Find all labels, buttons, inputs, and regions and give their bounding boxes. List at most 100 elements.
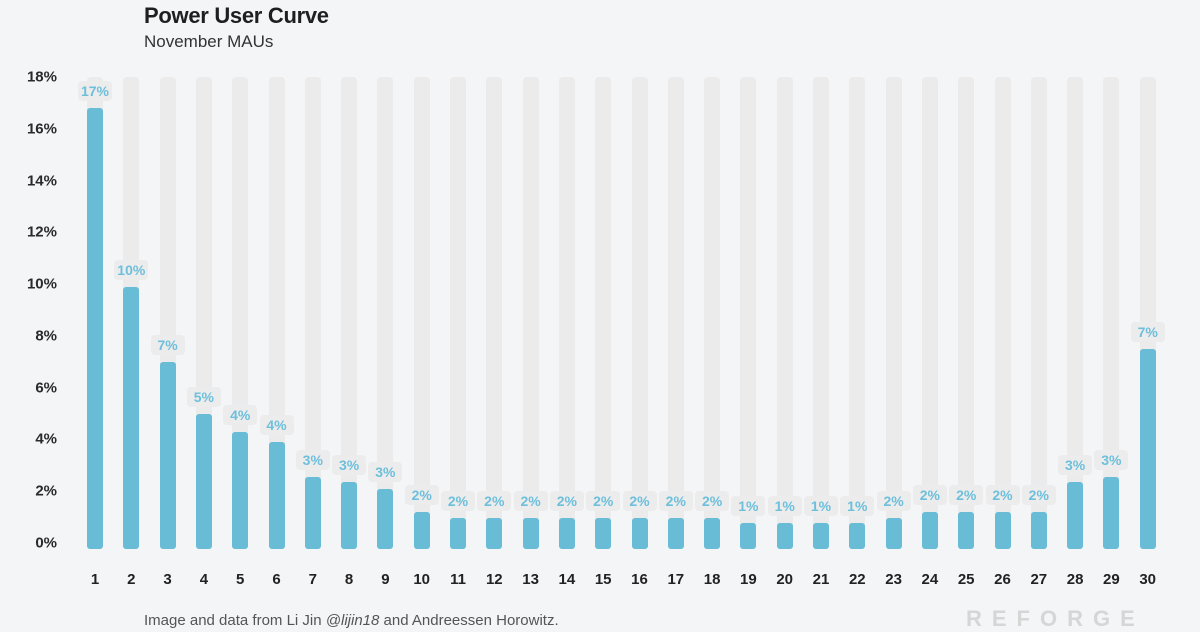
x-tick-label: 12 (485, 571, 503, 588)
bar-track (486, 77, 503, 549)
x-tick-label: 13 (522, 571, 539, 588)
y-tick-label: 4% (35, 430, 57, 448)
data-label: 3% (295, 449, 330, 470)
bar-track (885, 77, 902, 549)
data-label: 3% (368, 461, 403, 482)
data-label: 1% (804, 496, 838, 517)
data-label: 2% (876, 490, 911, 511)
bar-day-9[interactable] (377, 488, 394, 549)
y-tick-label: 18% (26, 68, 57, 86)
bar-day-28[interactable] (1067, 482, 1084, 549)
source-prefix: Image and data from Li Jin (144, 612, 326, 629)
bar-day-26[interactable] (994, 511, 1011, 549)
bar-day-17[interactable] (667, 517, 684, 549)
bar-day-20[interactable] (776, 523, 793, 549)
y-tick-label: 0% (35, 534, 57, 552)
bar-track (921, 77, 938, 549)
bar-track (1103, 77, 1120, 549)
x-tick-label: 17 (667, 571, 685, 588)
x-tick-label: 26 (994, 571, 1011, 588)
bar-track (849, 77, 866, 549)
bar-day-23[interactable] (885, 517, 902, 549)
x-tick-label: 4 (199, 571, 209, 588)
bar-track (522, 77, 539, 549)
bar-track (958, 77, 975, 549)
x-tick-label: 10 (413, 571, 431, 588)
data-label: 2% (622, 490, 657, 511)
chart-subtitle: November MAUs (144, 32, 274, 51)
x-tick-label: 24 (921, 571, 939, 588)
bar-day-18[interactable] (704, 517, 721, 549)
y-tick-label: 8% (35, 327, 57, 345)
x-tick-label: 16 (631, 571, 648, 588)
bar-day-22[interactable] (849, 523, 866, 549)
bar-track (631, 77, 648, 549)
x-tick-label: 11 (450, 571, 466, 588)
x-tick-label: 27 (1030, 571, 1048, 588)
x-tick-label: 3 (163, 571, 172, 588)
data-label: 1% (731, 496, 766, 517)
x-tick-label: 7 (308, 571, 317, 588)
bar-track (704, 77, 721, 549)
y-tick-label: 12% (26, 223, 57, 241)
bar-day-29[interactable] (1103, 476, 1120, 549)
bar-track (1067, 77, 1084, 549)
x-tick-label: 19 (740, 571, 757, 588)
bar-day-19[interactable] (740, 523, 757, 549)
bar-day-24[interactable] (921, 511, 938, 549)
bar-track (994, 77, 1011, 549)
x-tick-label: 20 (776, 571, 794, 588)
bar-day-3[interactable] (159, 361, 176, 549)
bar-day-2[interactable] (123, 286, 140, 549)
data-label: 1% (840, 496, 875, 517)
data-label: 2% (404, 484, 439, 505)
bar-day-30[interactable] (1139, 348, 1156, 549)
bar-day-4[interactable] (195, 413, 212, 549)
x-tick-label: 22 (848, 571, 866, 588)
bar-day-8[interactable] (341, 482, 358, 549)
data-label: 3% (332, 455, 367, 476)
data-label: 2% (695, 490, 730, 511)
bar-day-1[interactable] (87, 108, 103, 549)
x-tick-label: 14 (558, 571, 576, 588)
bar-day-5[interactable] (232, 431, 249, 549)
bar-day-14[interactable] (558, 517, 575, 549)
bar-track (413, 77, 430, 549)
data-label: 17% (78, 81, 112, 102)
bar-day-12[interactable] (486, 517, 503, 549)
data-label: 2% (1021, 484, 1056, 505)
source-suffix: and Andreessen Horowitz. (379, 612, 559, 629)
bar-day-25[interactable] (958, 511, 975, 549)
chart-title: Power User Curve (144, 3, 329, 28)
x-tick-label: 2 (127, 571, 136, 588)
bar-day-21[interactable] (813, 523, 829, 549)
bar-day-7[interactable] (304, 476, 321, 549)
bar-day-11[interactable] (450, 517, 466, 549)
data-label: 2% (549, 490, 584, 511)
data-label: 2% (441, 490, 475, 511)
bar-day-6[interactable] (268, 442, 285, 549)
data-label: 4% (223, 404, 258, 425)
x-tick-label: 6 (272, 571, 281, 588)
y-tick-label: 6% (35, 379, 57, 397)
bar-day-10[interactable] (413, 511, 430, 549)
source-note: Image and data from Li Jin @lijin18 and … (144, 612, 559, 629)
data-label: 3% (1058, 455, 1093, 476)
y-tick-label: 14% (26, 172, 57, 190)
y-tick-label: 16% (26, 120, 57, 138)
data-label: 2% (477, 490, 512, 511)
bar-track (341, 77, 358, 549)
data-label: 2% (912, 484, 947, 505)
data-label: 1% (767, 496, 802, 517)
source-handle: @lijin18 (325, 612, 380, 629)
x-tick-label: 5 (236, 571, 245, 588)
bar-day-16[interactable] (631, 517, 648, 549)
bar-day-13[interactable] (522, 517, 539, 549)
data-label: 10% (114, 259, 149, 280)
data-label: 2% (586, 490, 621, 511)
bar-day-27[interactable] (1030, 511, 1047, 549)
bar-day-15[interactable] (595, 517, 612, 549)
bar-track (450, 77, 466, 549)
x-tick-label: 29 (1103, 571, 1120, 588)
x-tick-label: 30 (1139, 571, 1157, 588)
